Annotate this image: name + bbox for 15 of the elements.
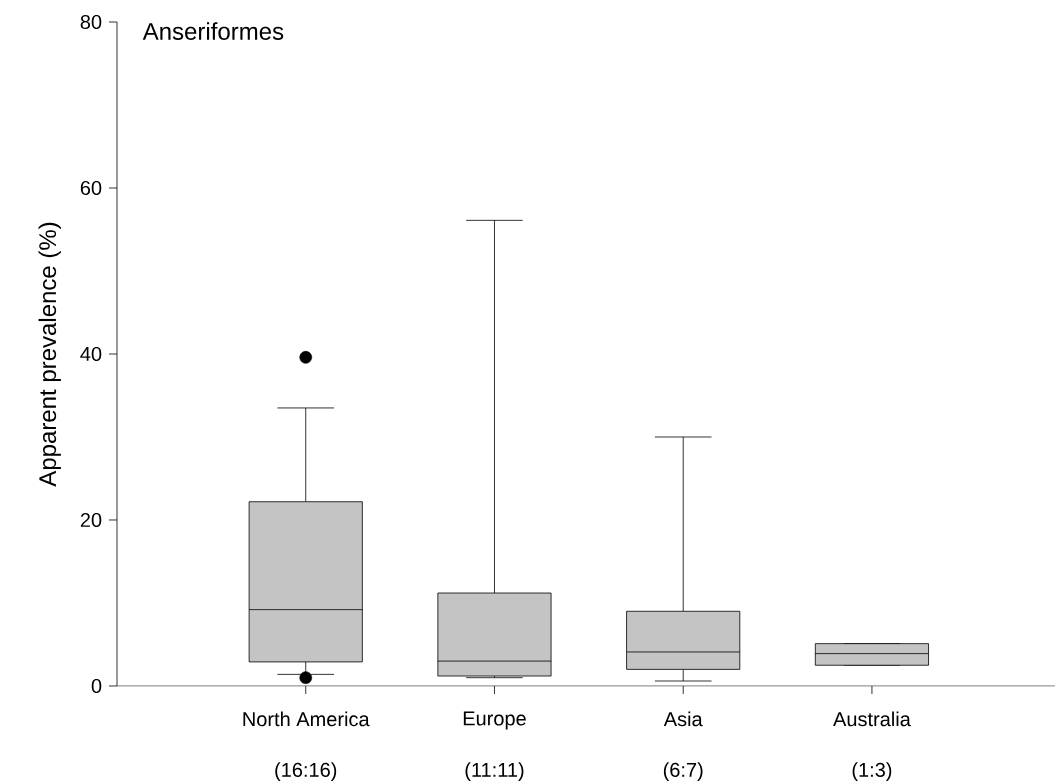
y-tick-label: 80 [80,14,102,30]
text: (11:11) [465,762,524,781]
x-tick-label: North America [243,711,370,727]
y-tick-label: 60 [80,180,102,196]
text: (1:3) [852,762,892,781]
text: (16:16) [275,762,337,781]
text: (6:7) [663,762,703,781]
y-axis-title: Apparent prevalence (%) [38,222,61,487]
y-tick-label: 40 [80,346,102,362]
y-tick-label: 20 [80,512,102,528]
x-tick-label: Asia [663,711,703,727]
x-tick-label: Europe [463,711,526,730]
y-tick-label: 0 [91,678,102,694]
x-tick-label: Australia [833,711,911,727]
chart-title: Anseriformes [142,22,284,40]
